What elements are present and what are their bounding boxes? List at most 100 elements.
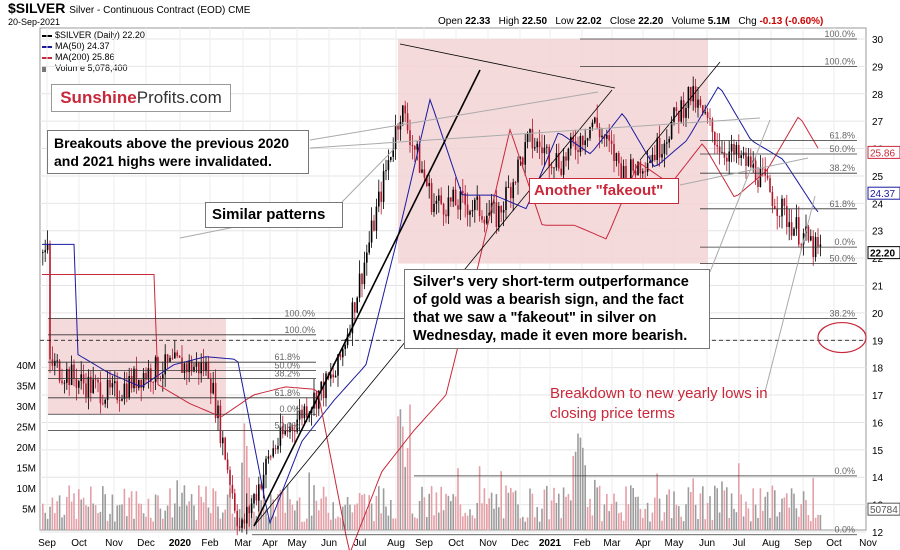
- candle-body: [123, 383, 126, 399]
- candle-body: [284, 430, 286, 435]
- candle-body: [433, 203, 435, 213]
- candle-body: [140, 379, 142, 388]
- candle-body: [495, 202, 498, 227]
- volume-bar: [466, 515, 469, 530]
- volume-bar: [397, 416, 399, 530]
- volume-bar: [114, 521, 116, 530]
- candle-body: [342, 348, 344, 358]
- candle-body: [306, 406, 308, 418]
- fib-label: 61.8%: [274, 352, 300, 362]
- volume-bar: [445, 493, 447, 530]
- volume-bar: [687, 487, 690, 530]
- volume-tick-label: 30M: [17, 402, 36, 413]
- volume-bar: [454, 496, 457, 530]
- candle-body: [219, 405, 222, 444]
- chart-title: $SILVER Silver - Continuous Contract (EO…: [8, 0, 250, 16]
- candle-body: [166, 354, 169, 362]
- volume-bar: [596, 487, 598, 530]
- candle-body: [198, 362, 200, 374]
- volume-bar: [308, 472, 310, 530]
- volume-bar: [394, 518, 397, 530]
- x-tick-label: Aug: [387, 538, 405, 549]
- volume-bar: [591, 515, 594, 530]
- volume-bar: [70, 501, 73, 530]
- fib-label: 100.0%: [824, 56, 855, 66]
- candle-body: [776, 208, 778, 216]
- candle-body: [373, 220, 375, 231]
- fib-label: 0.0%: [279, 404, 300, 414]
- candle-body: [428, 183, 430, 187]
- candle-body: [238, 526, 241, 528]
- volume-bar: [529, 488, 531, 530]
- candle-body: [519, 157, 522, 160]
- volume-bar: [358, 493, 361, 530]
- x-tick-label: Nov: [105, 538, 123, 549]
- sunshine-profits-logo: SunshineProfits.com: [51, 84, 231, 112]
- candle-body: [313, 392, 315, 409]
- volume-bar: [147, 498, 150, 530]
- volume-bar: [697, 519, 699, 530]
- volume-bar: [56, 501, 58, 530]
- volume-bar: [754, 504, 757, 530]
- volume-bar: [46, 518, 49, 530]
- candle-body: [663, 143, 666, 154]
- change-value: -0.13 (-0.60%): [759, 16, 824, 27]
- volume-bar: [322, 486, 325, 530]
- candle-body: [615, 153, 618, 162]
- volume-bar: [512, 492, 514, 530]
- volume-bar: [409, 404, 411, 530]
- x-tick-label: Jul: [354, 538, 367, 549]
- candle-body: [819, 244, 822, 247]
- volume-bar: [721, 481, 723, 530]
- volume-bar: [106, 520, 109, 530]
- volume-bar: [740, 494, 742, 530]
- ohlc-stats: Open 22.33 High 22.50 Low 22.02 Close 22…: [438, 16, 824, 27]
- fib-label: 0.0%: [834, 525, 855, 535]
- volume-bar: [200, 496, 202, 530]
- volume-bar: [649, 521, 651, 530]
- volume-bar: [714, 485, 716, 530]
- volume-bar: [121, 504, 123, 530]
- price-tick-label: 15: [872, 446, 884, 457]
- x-tick-label: Mar: [603, 538, 621, 549]
- candle-body: [747, 156, 750, 166]
- candle-body: [404, 105, 406, 114]
- price-tick-label: 19: [872, 336, 884, 347]
- candle-body: [322, 381, 325, 399]
- close-value: 22.20: [638, 16, 664, 27]
- fib-label: 50.0%: [829, 254, 855, 264]
- volume-bar: [133, 518, 135, 530]
- volume-bar: [584, 465, 586, 530]
- candle-body: [186, 363, 188, 373]
- volume-bar: [668, 489, 670, 530]
- volume-bar: [565, 496, 567, 530]
- volume-bar: [644, 508, 646, 530]
- volume-bar: [330, 519, 332, 530]
- candle-body: [392, 149, 394, 157]
- candle-body: [337, 354, 339, 376]
- candle-body: [258, 484, 260, 501]
- candle-body: [586, 138, 589, 141]
- pointer-line: [309, 117, 761, 149]
- volume-bar: [603, 504, 606, 530]
- volume-bar: [553, 487, 555, 530]
- volume-bar: [651, 512, 654, 530]
- trendline-steep: [253, 69, 481, 527]
- volume-bar: [382, 488, 385, 530]
- volume-bar: [810, 521, 812, 530]
- candle-body: [174, 352, 176, 359]
- candle-body: [282, 426, 284, 435]
- volume-bar: [334, 518, 337, 530]
- candle-body: [728, 151, 730, 162]
- volume-bar: [222, 512, 224, 530]
- x-tick-label: 2020: [169, 538, 192, 549]
- volume-bar: [171, 517, 174, 530]
- candle-body: [121, 398, 123, 401]
- volume-bar: [205, 486, 207, 530]
- candle-body: [690, 86, 692, 102]
- volume-bar: [130, 491, 133, 530]
- x-tick-label: Aug: [762, 538, 780, 549]
- candle-body: [128, 375, 130, 399]
- candle-body: [375, 206, 378, 231]
- candle-body: [378, 191, 380, 207]
